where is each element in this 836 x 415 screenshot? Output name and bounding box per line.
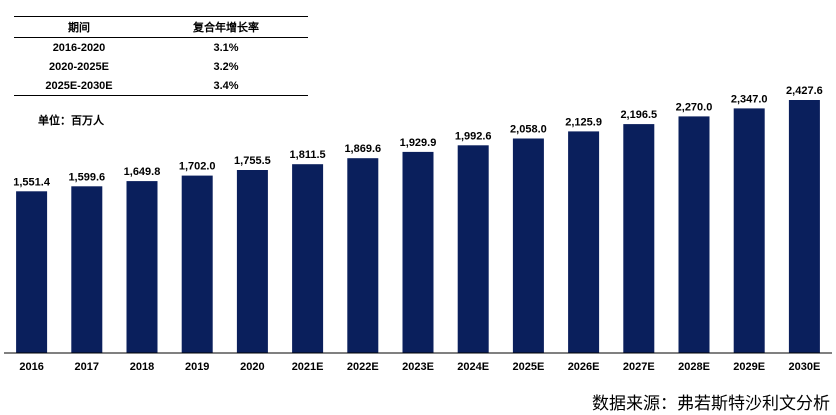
- x-tick-label: 2017: [75, 361, 99, 373]
- data-label: 2,125.9: [565, 116, 602, 128]
- bar-2017: [71, 186, 103, 353]
- bar-2024E: [457, 145, 489, 353]
- bar-2016: [16, 191, 48, 353]
- bar-2018: [126, 181, 158, 353]
- bar-2030E: [788, 100, 820, 353]
- bar-2025E: [512, 138, 544, 353]
- x-tick-label: 2016: [19, 361, 43, 373]
- data-label: 2,270.0: [676, 101, 713, 113]
- table-row: 2016-2020 3.1%: [14, 38, 308, 58]
- x-tick-label: 2021E: [292, 361, 324, 373]
- x-tick-label: 2026E: [568, 361, 600, 373]
- bar-2020: [236, 170, 268, 353]
- unit-label: 单位：百万人: [38, 115, 104, 127]
- period-cell: 2025E-2030E: [14, 76, 144, 96]
- x-tick-label: 2028E: [678, 361, 710, 373]
- bar-2026E: [568, 131, 600, 353]
- x-tick-label: 2018: [130, 361, 154, 373]
- bar-2019: [181, 175, 213, 353]
- cagr-cell: 3.2%: [213, 60, 239, 73]
- period-cell: 2016-2020: [52, 41, 106, 54]
- data-label: 1,755.5: [234, 155, 271, 167]
- bar-2021E: [292, 164, 324, 353]
- data-label: 1,551.4: [13, 176, 51, 188]
- data-label: 1,929.9: [400, 137, 437, 149]
- x-tick-label: 2020: [240, 361, 264, 373]
- cagr-cell: 3.1%: [213, 41, 239, 54]
- data-label: 2,427.6: [786, 85, 823, 97]
- x-tick-label: 2024E: [457, 361, 489, 373]
- x-tick-label: 2027E: [623, 361, 655, 373]
- bar-2028E: [678, 116, 710, 354]
- data-label: 1,869.6: [344, 143, 381, 155]
- table-row: 2020-2025E 3.2%: [14, 57, 308, 76]
- x-tick-label: 2029E: [733, 361, 765, 373]
- cagr-cell: 3.4%: [144, 76, 308, 96]
- period-cell: 2020-2025E: [49, 60, 109, 73]
- data-label: 2,347.0: [731, 93, 768, 105]
- header-cagr: 复合年增长率: [144, 16, 308, 38]
- cagr-table: 期间 复合年增长率 2016-2020 3.1% 2020-2025E 3.2%…: [14, 16, 308, 96]
- x-tick-label: 2023E: [402, 361, 434, 373]
- data-label: 1,702.0: [179, 161, 216, 173]
- table-row: 2025E-2030E 3.4%: [14, 76, 308, 96]
- bar-2022E: [347, 158, 379, 353]
- source-note: 数据来源：弗若斯特沙利文分析: [592, 394, 830, 414]
- data-label: 1,992.6: [455, 130, 492, 142]
- x-tick-label: 2019: [185, 361, 209, 373]
- data-label: 2,196.5: [620, 109, 657, 121]
- bar-2027E: [623, 124, 655, 353]
- x-tick-label: 2022E: [347, 361, 379, 373]
- data-label: 1,649.8: [124, 166, 161, 178]
- data-label: 1,599.6: [68, 171, 105, 183]
- bar-2029E: [733, 108, 765, 354]
- bar-2023E: [402, 151, 434, 353]
- cagr-table-header: 期间 复合年增长率: [14, 16, 308, 38]
- x-tick-label: 2025E: [512, 361, 544, 373]
- x-tick-label: 2030E: [788, 361, 820, 373]
- data-label: 2,058.0: [510, 124, 547, 136]
- header-period: 期间: [14, 16, 144, 38]
- data-label: 1,811.5: [290, 149, 326, 161]
